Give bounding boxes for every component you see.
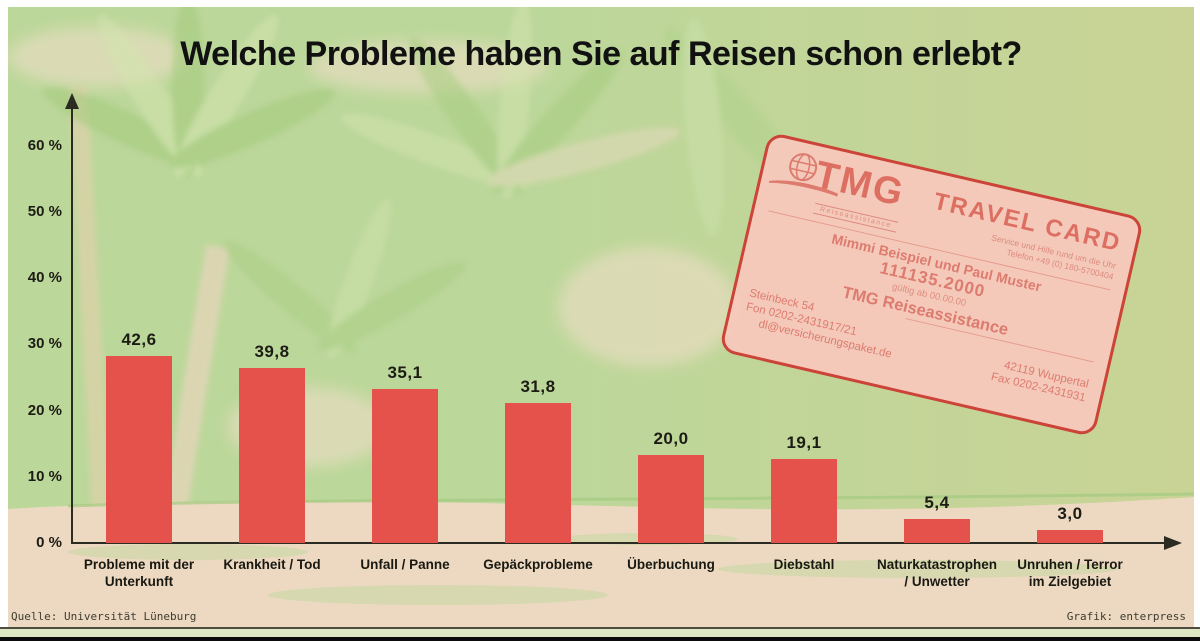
source-caption: Quelle: Universität Lüneburg [11,610,197,623]
category-label: Diebstahl [724,556,884,573]
y-axis-tick-label: 20 % [27,401,62,419]
bar [638,455,704,543]
bar-value-label: 42,6 [121,330,157,349]
category-label: Probleme mit der Unterkunft [59,556,219,590]
category-label-line: Diebstahl [773,557,835,572]
bottom-rule [0,627,1200,629]
bar [904,519,970,543]
category-label-line: Probleme mit der [83,557,195,572]
bar-value-label: 20,0 [653,429,689,448]
bar-value-label: 5,4 [924,493,950,512]
category-label-line: / Unwetter [904,574,970,589]
travel-card-header: TMG Reiseassistance TRAVEL CARD Service … [768,146,1125,287]
category-label-line: Überbuchung [627,557,715,572]
category-label-line: Unfall / Panne [360,557,450,572]
bar-value-label: 35,1 [387,363,423,382]
category-label-line: Gepäckprobleme [483,557,593,572]
category-label: Gepäckprobleme [458,556,618,573]
card-address-right: 42119 Wuppertal Fax 0202-2431931 [989,356,1090,406]
x-axis [71,542,1167,544]
y-axis-tick-label: 10 % [27,467,62,485]
y-axis-tick-label: 50 % [27,203,62,220]
bar [505,403,571,543]
bar-value-label: 39,8 [254,342,290,361]
category-label: Krankheit / Tod [192,556,352,573]
credit-caption: Grafik: enterpress [1066,610,1186,623]
category-label-line: Krankheit / Tod [223,557,321,572]
x-axis-arrow-icon [1164,536,1182,550]
y-axis [71,107,73,543]
category-label: Unfall / Panne [325,556,485,573]
bar [1037,530,1103,543]
bar [239,368,305,543]
y-axis-tick-label: 0 % [36,534,62,551]
chart-scene: Welche Probleme haben Sie auf Reisen sch… [8,7,1194,627]
chart-title: Welche Probleme haben Sie auf Reisen sch… [180,35,1022,73]
globe-icon [789,153,818,182]
category-label: Naturkatastrophen / Unwetter [857,556,1017,590]
category-label-line: Unruhen / Terror [1017,557,1123,572]
y-axis-tick-label: 30 % [27,335,62,353]
category-label-line: Unterkunft [104,574,174,589]
bar [106,356,172,543]
travel-card: TMG Reiseassistance TRAVEL CARD Service … [718,131,1145,438]
category-label-line: im Zielgebiet [1028,574,1112,589]
bottom-black-bar [0,637,1200,641]
tmg-logo: TMG Reiseassistance [768,146,969,251]
y-axis-tick-label: 40 % [27,269,62,287]
bar-value-label: 3,0 [1057,504,1083,523]
category-label: Unruhen / Terror im Zielgebiet [990,556,1150,590]
category-label-line: Naturkatastrophen [876,557,998,572]
bar [372,389,438,543]
bar-value-label: 19,1 [786,433,822,452]
bar-value-label: 31,8 [520,377,556,396]
bar [771,459,837,543]
swoosh-icon [768,180,839,197]
bottom-strip [0,629,1200,637]
y-axis-tick-label: 60 % [27,136,62,154]
y-axis-arrow-icon [65,93,79,109]
category-label: Überbuchung [591,556,751,573]
